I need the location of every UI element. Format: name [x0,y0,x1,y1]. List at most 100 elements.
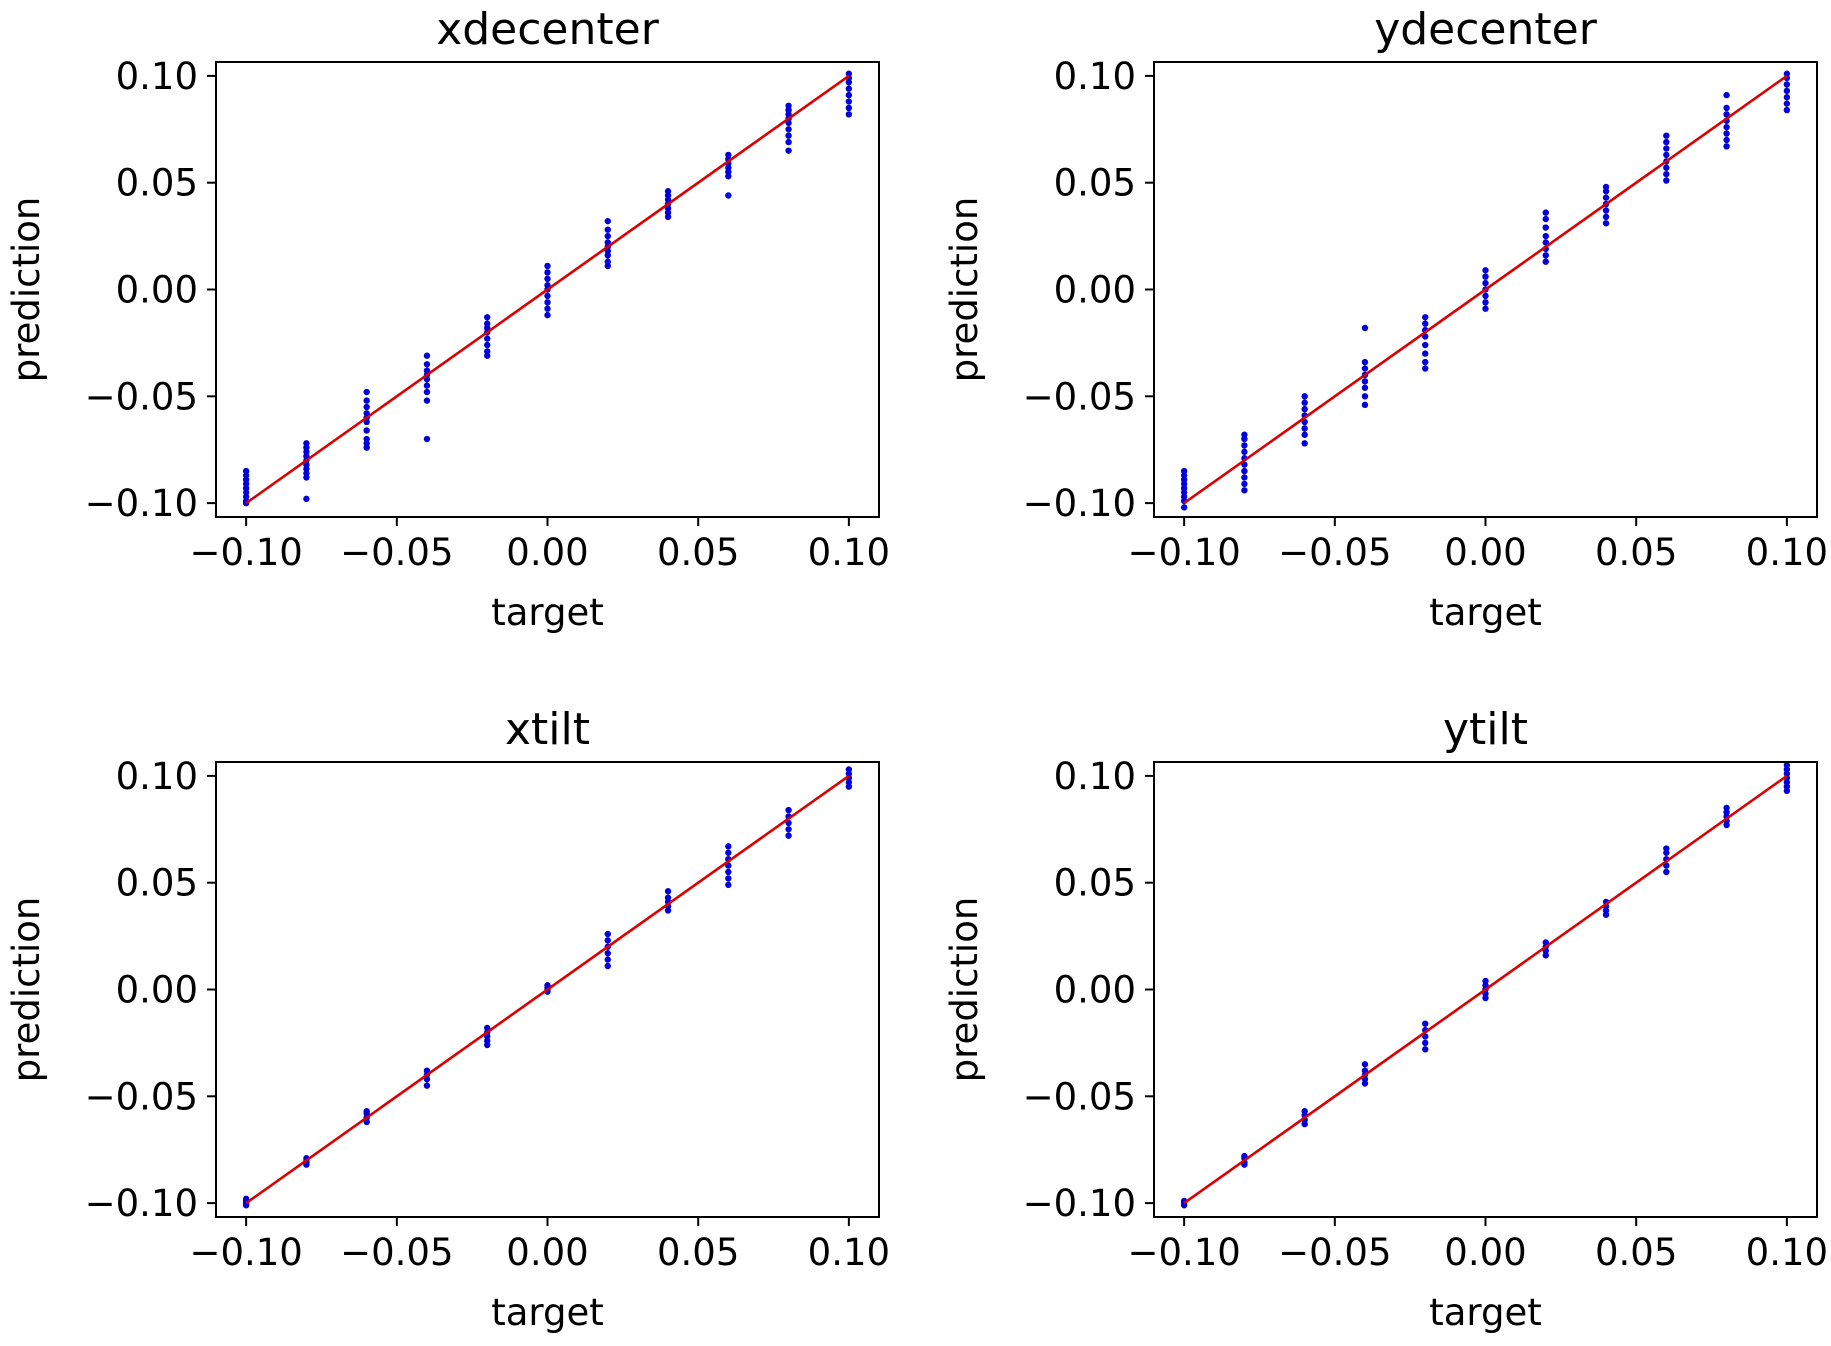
x-tick-label: 0.10 [1746,1231,1828,1274]
data-point [725,843,732,850]
data-point [725,192,732,199]
data-point [1422,358,1429,366]
x-tick-label: 0.05 [657,531,739,574]
data-point [1361,401,1369,409]
data-point [1361,358,1369,366]
data-point [1482,267,1489,274]
chart-panel-ytilt: ytilt −0.10 −0.05 0.00 0.05 0.10 −0.10 −0.05 0.0… [943,704,1828,1334]
data-point [845,70,853,77]
data-point [1663,132,1670,139]
data-point [544,299,551,306]
data-point [1723,804,1730,812]
data-point [1783,100,1791,107]
chart-title: ydecenter [1374,4,1598,55]
data-point [725,875,732,882]
data-point [604,226,611,233]
scatter-points [1180,70,1791,511]
x-tick-label: 0.10 [1746,531,1828,574]
y-axis-label: prediction [5,897,48,1083]
data-point [1301,431,1308,438]
data-point [1241,487,1248,494]
data-point [1723,136,1730,144]
data-point [785,132,792,139]
reference-line [245,774,850,1205]
data-point [1723,104,1730,112]
x-tick-label: 0.05 [1595,531,1677,574]
data-point [604,962,611,970]
data-point [785,138,792,146]
data-point [1602,194,1610,201]
scatter-points [242,70,853,507]
data-point [664,888,672,895]
data-point [484,335,491,342]
data-point [664,188,672,195]
data-point [725,881,732,889]
data-point [1723,123,1730,131]
data-point [785,826,792,833]
data-point [1723,130,1730,137]
data-point [423,435,431,443]
chart-title: xdecenter [436,4,660,55]
x-tick-label: 0.10 [808,531,890,574]
data-point [1663,170,1670,178]
data-point [1542,209,1549,216]
data-point [604,217,611,225]
data-point [1723,143,1730,150]
y-tick-label: 0.00 [116,269,198,312]
data-point [1663,177,1670,184]
y-tick-label: 0.10 [1054,755,1136,798]
y-tick-label: 0.10 [116,55,198,98]
data-point [1482,977,1489,985]
data-point [1602,220,1610,227]
data-point [785,147,792,154]
x-tick-label: 0.00 [506,531,588,574]
x-tick-label: −0.05 [1278,1231,1391,1274]
data-point [1361,378,1369,385]
data-point [484,320,491,327]
chart-panel-xtilt: xtilt −0.10 −0.05 0.00 0.05 0.10 −0.10 −0.05 0.0… [5,704,890,1334]
chart-title: ytilt [1443,704,1528,755]
data-point [1542,224,1549,231]
x-tick-label: −0.05 [340,531,453,574]
data-point [363,427,370,434]
data-point [1602,183,1610,191]
x-tick-label: 0.00 [506,1231,588,1274]
data-point [845,104,853,112]
data-point [1301,425,1308,432]
data-point [1663,145,1670,152]
data-point [423,352,431,359]
y-tick-label: 0.00 [116,969,198,1012]
y-tick-label: 0.05 [1054,862,1136,905]
x-tick-label: −0.05 [340,1231,453,1274]
data-point [1422,1020,1429,1027]
data-point [1361,324,1369,332]
data-point [1482,292,1489,300]
data-point [242,467,250,475]
y-tick-label: −0.10 [1023,482,1136,525]
data-point [1241,448,1248,456]
data-point [785,126,792,133]
reference-line [245,74,850,505]
x-tick-label: 0.05 [657,1231,739,1274]
chart-panel-ydecenter: ydecenter −0.10 −0.05 0.00 0.05 0.10 −0.10 −0.0… [943,4,1828,634]
data-point [363,403,370,411]
data-point [1241,431,1248,438]
data-point [363,435,370,443]
y-tick-label: −0.10 [1023,1182,1136,1225]
data-point [1361,1061,1369,1068]
data-point [785,102,792,109]
data-point [1663,138,1670,146]
data-point [1422,314,1429,321]
data-point [303,440,310,447]
data-point [1482,273,1489,280]
y-tick-label: 0.10 [116,755,198,798]
x-axis-label: target [1429,1291,1542,1334]
data-point [1482,279,1489,287]
data-point [1663,164,1670,171]
y-tick-label: −0.10 [85,482,198,525]
data-point [1301,399,1308,406]
data-point [1482,305,1489,312]
x-tick-label: −0.10 [1127,1231,1240,1274]
chart-panel-xdecenter: xdecenter −0.10 −0.05 0.00 0.05 0.10 −0.10 −0.0… [5,4,890,634]
